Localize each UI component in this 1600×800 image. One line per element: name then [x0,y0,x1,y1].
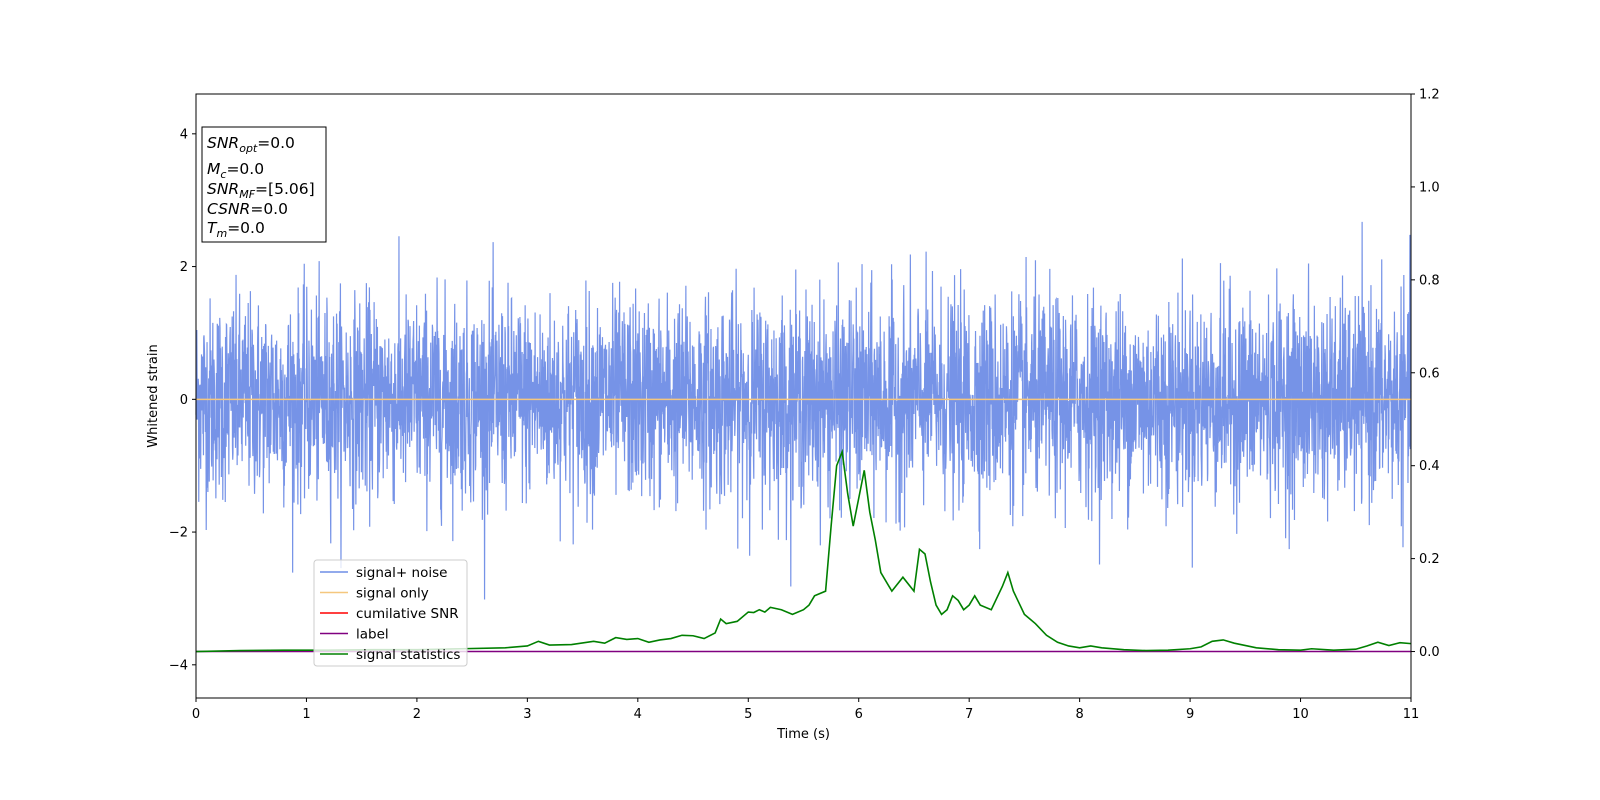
x-tick-label: 4 [634,707,642,722]
y2-tick-label: 0.2 [1419,552,1440,567]
y-tick-label: 0 [180,393,188,408]
legend-frame [313,559,468,667]
x-tick-label: 3 [523,707,531,722]
series-signal-noise [195,221,1412,600]
y2-tick-label: 0.6 [1419,366,1440,381]
x-tick-label: 9 [1186,707,1194,722]
y2-tick-label: 0.8 [1419,273,1440,288]
annotation-box: SNRopt=0.0 Mc=0.0 SNRMF=[5.06] CSNR=0.0 … [201,126,327,243]
y-tick-label: 2 [180,260,188,275]
legend-entry: signal only [356,586,429,602]
axis-ticks: 0 1 2 3 4 5 6 7 8 9 10 11 −4 −2 0 2 4 0.0 0.2 0.4 0.6 0.8 1.0 1… [169,88,1440,723]
x-tick-label: 0 [192,707,200,722]
y2-tick-label: 1.0 [1419,180,1440,195]
legend: signal+ noise signal only cumilative SNR la… [313,559,468,667]
legend-entry: signal+ noise [356,565,447,581]
x-axis-label: Time (s) [776,727,830,742]
annotation-snr-mf: SNRMF=[5.06] [207,180,315,201]
x-tick-label: 1 [302,707,310,722]
annotation-csnr: CSNR=0.0 [207,200,288,218]
x-tick-label: 10 [1292,707,1309,722]
y-tick-label: 4 [180,127,188,142]
legend-entry: signal statistics [356,647,460,663]
x-tick-label: 6 [855,707,863,722]
y-axis-label: Whitened strain [146,344,161,447]
x-tick-label: 11 [1403,707,1420,722]
legend-entry: label [356,627,389,643]
x-tick-label: 7 [965,707,973,722]
y-tick-label: −4 [169,658,188,673]
legend-entry: cumilative SNR [356,606,459,622]
series-signal-statistics [195,448,1412,653]
annotation-tm: Tm=0.0 [207,219,265,240]
annotation-mc: Mc=0.0 [207,160,264,181]
axes-frame [195,93,1412,699]
x-tick-label: 5 [744,707,752,722]
x-tick-label: 8 [1075,707,1083,722]
annotation-snr-opt: SNRopt=0.0 [207,134,295,155]
y2-tick-label: 1.2 [1419,88,1440,103]
y-tick-label: −2 [169,526,188,541]
y2-tick-label: 0.4 [1419,459,1440,474]
x-tick-label: 2 [413,707,421,722]
y2-tick-label: 0.0 [1419,645,1440,660]
